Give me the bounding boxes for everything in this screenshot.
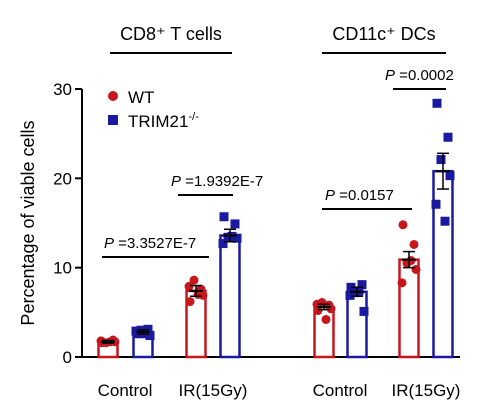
bar	[432, 169, 454, 359]
data-point	[321, 314, 331, 324]
legend-label-wt: WT	[128, 88, 154, 107]
data-point	[326, 304, 336, 314]
data-point	[145, 331, 155, 341]
p-value-label: P =0.0002	[385, 67, 454, 84]
data-points	[96, 98, 455, 348]
data-point	[359, 306, 369, 316]
data-point	[345, 290, 355, 300]
data-point	[218, 239, 228, 249]
data-point	[409, 239, 419, 249]
legend-marker-wt	[108, 91, 118, 101]
legend: WT TRIM21-/-	[108, 88, 199, 131]
data-point	[230, 219, 240, 229]
x-tick-label: IR(15Gy)	[392, 381, 461, 400]
error-bars	[101, 152, 450, 344]
y-tick-label: 20	[53, 169, 72, 188]
panel-title: CD11c⁺ DCs	[332, 24, 435, 44]
data-point	[232, 233, 242, 243]
data-point	[432, 98, 442, 108]
y-axis-label: Percentage of viable cells	[18, 120, 38, 325]
data-point	[431, 199, 441, 209]
data-point	[440, 216, 450, 226]
p-value-label: P =1.9392E-7	[171, 173, 263, 190]
y-tick-label: 30	[53, 80, 72, 99]
data-point	[189, 275, 199, 285]
data-point	[357, 280, 367, 290]
panel-titles: CD8⁺ T cells CD11c⁺ DCs	[110, 24, 446, 54]
bar	[346, 290, 368, 359]
data-point	[184, 281, 194, 291]
x-tick-label: Control	[98, 381, 153, 400]
y-tick-label: 0	[63, 348, 72, 367]
p-value-label: P =3.3527E-7	[104, 235, 196, 252]
p-value-label: P =0.0157	[325, 187, 394, 204]
legend-marker-trim21	[108, 115, 118, 125]
significance-annotations: P =3.3527E-7 P =1.9392E-7 P =0.0157 P =0.00…	[102, 67, 454, 258]
x-tick-label: Control	[313, 381, 368, 400]
data-point	[219, 212, 229, 222]
data-point	[443, 132, 453, 142]
legend-label-trim21: TRIM21-/-	[128, 111, 199, 131]
data-point	[411, 264, 421, 274]
bar	[219, 234, 241, 359]
bar	[398, 258, 420, 359]
data-point	[397, 278, 407, 288]
x-tick-label: IR(15Gy)	[179, 381, 248, 400]
data-point	[185, 297, 195, 307]
panel-title: CD8⁺ T cells	[120, 24, 222, 44]
y-tick-label: 10	[53, 259, 72, 278]
x-tick-labels: Control IR(15Gy) Control IR(15Gy)	[98, 381, 461, 400]
data-point	[398, 220, 408, 230]
data-point	[445, 171, 455, 181]
data-point	[436, 155, 446, 165]
